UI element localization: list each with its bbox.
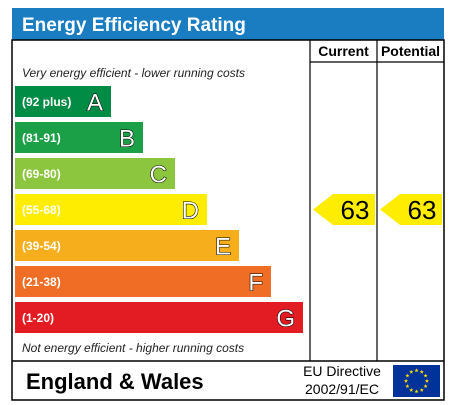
flag-star	[414, 389, 419, 394]
region-label: England & Wales	[26, 369, 204, 394]
band-bar-g	[15, 302, 303, 333]
flag-star	[419, 387, 424, 392]
note-bottom: Not energy efficient - higher running co…	[22, 341, 244, 355]
potential-score-marker: 63	[380, 194, 442, 225]
flag-star	[403, 378, 409, 383]
flag-star	[414, 368, 419, 373]
flag-star	[409, 369, 414, 374]
band-letter-c: C	[150, 162, 167, 189]
band-f: (21-38) F	[15, 266, 271, 297]
band-letter-f: F	[248, 270, 263, 297]
band-range-g: (1-20)	[22, 311, 54, 325]
current-score-arrow	[313, 194, 375, 225]
header-bar	[12, 8, 444, 40]
band-range-d: (55-68)	[22, 203, 61, 217]
band-range-b: (81-91)	[22, 131, 61, 145]
band-e: (39-54) E	[15, 230, 239, 261]
band-bar-c	[15, 158, 175, 189]
note-top: Very energy efficient - lower running co…	[22, 66, 245, 80]
band-letter-e: E	[215, 234, 231, 261]
current-score-marker: 63	[313, 194, 375, 225]
rating-bands: (92 plus) A (81-91) B (69-80) C (55-68) D (39-54…	[15, 86, 303, 333]
band-letter-a: A	[87, 90, 103, 117]
column-header-current: Current	[318, 43, 369, 59]
flag-star	[409, 387, 414, 392]
band-b: (81-91) B	[15, 122, 143, 153]
band-bar-a	[15, 86, 111, 117]
column-header-potential: Potential	[381, 43, 440, 59]
band-c: (69-80) C	[15, 158, 175, 189]
directive-line2: 2002/91/EC	[305, 381, 379, 397]
eu-flag-icon	[393, 365, 440, 397]
current-score-value: 63	[341, 195, 370, 225]
band-range-c: (69-80)	[22, 167, 61, 181]
flag-star	[423, 384, 428, 389]
flag-star	[419, 369, 424, 374]
band-bar-b	[15, 122, 143, 153]
band-d: (55-68) D	[15, 194, 207, 225]
score-markers: 63 63	[313, 194, 442, 225]
band-letter-g: G	[276, 306, 295, 333]
flag-star	[423, 373, 428, 378]
band-letter-b: B	[119, 126, 135, 153]
flag-star	[424, 378, 430, 383]
flag-star	[405, 373, 410, 378]
band-bar-f	[15, 266, 271, 297]
band-letter-d: D	[182, 198, 199, 225]
chart-title: Energy Efficiency Rating	[22, 15, 246, 36]
band-bar-d	[15, 194, 207, 225]
directive-line1: EU Directive	[303, 363, 381, 379]
chart-frame	[11, 39, 445, 401]
potential-score-value: 63	[408, 195, 437, 225]
band-range-e: (39-54)	[22, 239, 61, 253]
flag-star	[405, 384, 410, 389]
band-range-a: (92 plus)	[22, 95, 71, 109]
band-range-f: (21-38)	[22, 275, 61, 289]
band-bar-e	[15, 230, 239, 261]
potential-score-arrow	[380, 194, 442, 225]
band-a: (92 plus) A	[15, 86, 111, 117]
band-g: (1-20) G	[15, 302, 303, 333]
